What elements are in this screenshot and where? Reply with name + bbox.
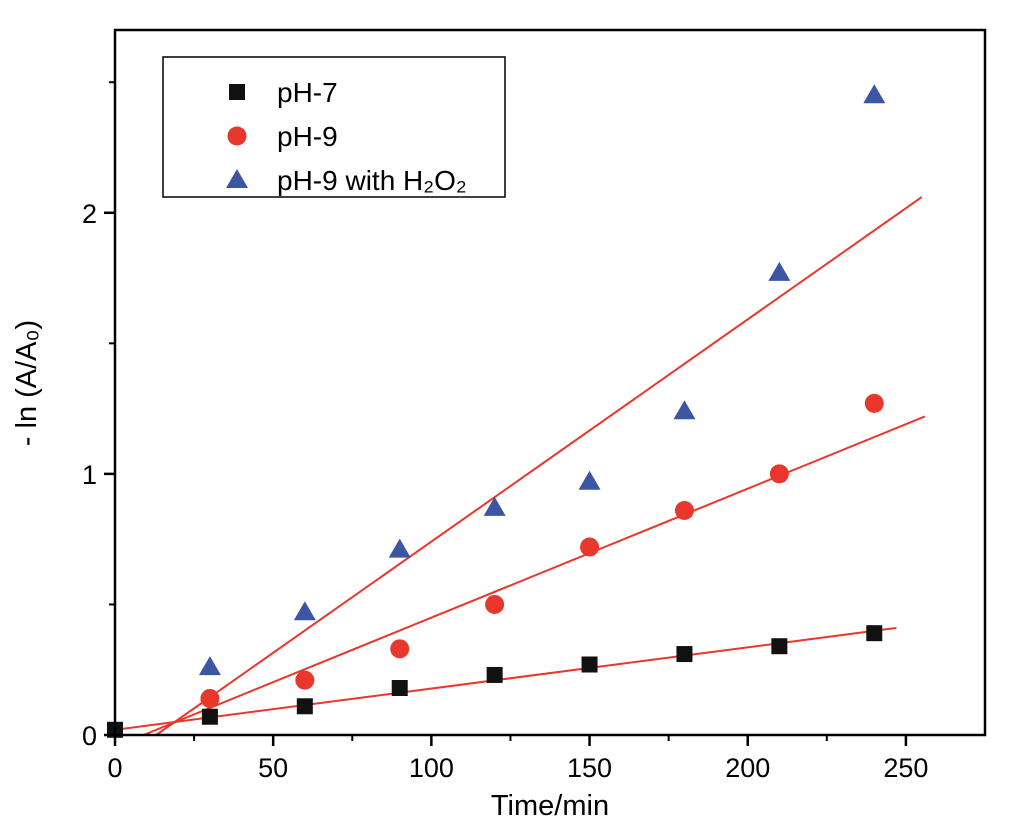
x-tick-label: 50 xyxy=(258,753,288,783)
x-tick-label: 150 xyxy=(567,753,612,783)
legend-box xyxy=(162,56,506,198)
data-points-layer xyxy=(107,84,886,738)
legend-marker-square xyxy=(229,84,245,100)
fit-line xyxy=(114,626,897,731)
plot-border xyxy=(113,28,987,737)
legend-marker-circle xyxy=(227,126,247,146)
y-tick-label: 1 xyxy=(82,460,97,490)
data-point-pH-9-with-H₂O₂ xyxy=(388,538,411,558)
legend: pH-7 pH-9 pH-9 with H₂O₂ xyxy=(162,56,506,198)
data-point-pH-9-with-H₂O₂ xyxy=(863,84,886,104)
x-axis-title: Time/min xyxy=(491,790,609,822)
x-tick-label: 0 xyxy=(107,753,122,783)
data-point-pH-9-with-H₂O₂ xyxy=(673,400,696,420)
data-point-pH-7 xyxy=(486,666,503,683)
data-point-pH-9 xyxy=(769,464,789,484)
x-tick-label: 250 xyxy=(883,753,928,783)
data-point-pH-9 xyxy=(295,670,315,690)
data-point-pH-9 xyxy=(485,594,505,614)
legend-label: pH-9 with H₂O₂ xyxy=(277,165,467,196)
data-point-pH-9 xyxy=(390,639,410,659)
data-point-pH-7 xyxy=(201,708,218,725)
x-tick-label: 100 xyxy=(409,753,454,783)
fit-lines-layer xyxy=(114,196,926,736)
data-point-pH-9 xyxy=(674,500,694,520)
data-point-pH-7 xyxy=(391,680,408,696)
y-tick-label: 2 xyxy=(82,199,97,229)
fit-line xyxy=(143,415,926,736)
data-point-pH-7 xyxy=(676,646,693,663)
fit-line xyxy=(155,196,923,736)
y-tick-label: 0 xyxy=(82,721,97,751)
data-point-pH-9-with-H₂O₂ xyxy=(293,601,316,621)
legend-label: pH-9 xyxy=(277,121,338,152)
data-point-pH-7 xyxy=(581,656,598,673)
data-point-pH-9 xyxy=(580,537,600,557)
data-point-pH-9-with-H₂O₂ xyxy=(768,261,791,281)
axes-layer: 0 50 100 150 200 250 0 1 2 xyxy=(82,81,928,783)
legend-label: pH-7 xyxy=(277,77,338,108)
x-tick-label: 200 xyxy=(725,753,770,783)
data-point-pH-9 xyxy=(864,393,884,413)
legend-marker-triangle xyxy=(226,169,248,188)
data-point-pH-7 xyxy=(771,638,788,655)
data-point-pH-7 xyxy=(296,698,313,715)
data-point-pH-9-with-H₂O₂ xyxy=(198,656,221,676)
data-point-pH-9-with-H₂O₂ xyxy=(483,496,506,516)
y-axis-title: - ln (A/A₀) xyxy=(11,320,43,446)
data-point-pH-7 xyxy=(866,625,883,642)
data-point-pH-9-with-H₂O₂ xyxy=(578,470,601,490)
data-point-pH-9 xyxy=(200,688,220,708)
